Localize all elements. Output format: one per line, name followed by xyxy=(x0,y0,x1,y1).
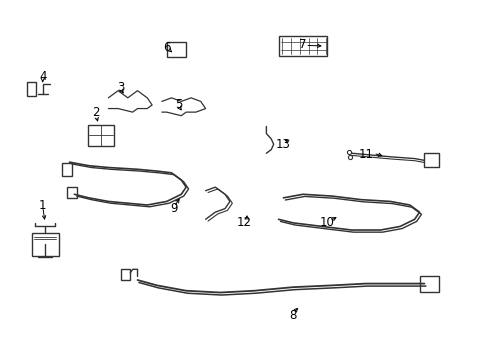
Bar xyxy=(27,82,36,96)
Bar xyxy=(419,275,438,292)
Bar xyxy=(62,163,72,176)
Text: 4: 4 xyxy=(39,70,46,83)
Text: 11: 11 xyxy=(358,148,373,162)
Text: 6: 6 xyxy=(163,41,170,54)
Bar xyxy=(166,42,186,57)
Text: 7: 7 xyxy=(299,38,306,51)
Bar xyxy=(87,125,114,146)
Text: 3: 3 xyxy=(117,81,124,94)
Text: 5: 5 xyxy=(175,99,182,112)
Text: 9: 9 xyxy=(170,202,177,215)
Text: 1: 1 xyxy=(39,198,46,212)
Bar xyxy=(278,36,326,56)
Bar xyxy=(120,269,130,280)
Text: 8: 8 xyxy=(289,309,296,322)
Text: 10: 10 xyxy=(319,216,334,229)
Bar xyxy=(67,187,77,198)
Bar xyxy=(424,153,438,167)
Text: 13: 13 xyxy=(275,138,290,151)
Text: 2: 2 xyxy=(92,105,100,119)
Bar xyxy=(32,233,59,256)
Text: 12: 12 xyxy=(237,216,251,229)
